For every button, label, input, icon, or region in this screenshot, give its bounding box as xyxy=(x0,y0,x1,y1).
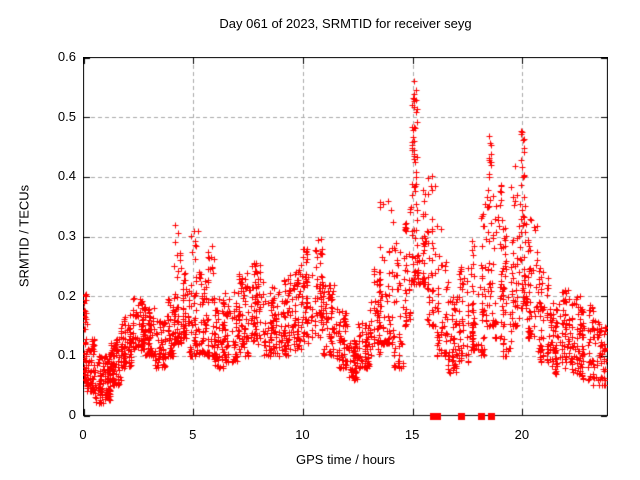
x-tick-label: 20 xyxy=(514,427,530,442)
x-axis-label: GPS time / hours xyxy=(296,452,395,467)
y-tick-label: 0.2 xyxy=(57,287,76,303)
x-tick-label: 15 xyxy=(404,427,420,442)
chart-title: Day 061 of 2023, SRMTID for receiver sey… xyxy=(219,16,472,31)
y-tick-label: 0 xyxy=(68,407,76,422)
y-tick-label: 0.1 xyxy=(57,347,76,363)
y-tick-label: 0.4 xyxy=(57,168,76,184)
x-tick-label: 5 xyxy=(189,427,197,442)
x-tick-label: 10 xyxy=(295,427,310,442)
y-tick-label: 0.5 xyxy=(57,108,76,124)
x-tick-label: 0 xyxy=(79,427,87,442)
scatter-plot-canvas xyxy=(83,57,608,425)
y-tick-label: 0.3 xyxy=(57,228,76,243)
y-tick-label: 0.6 xyxy=(57,49,76,64)
